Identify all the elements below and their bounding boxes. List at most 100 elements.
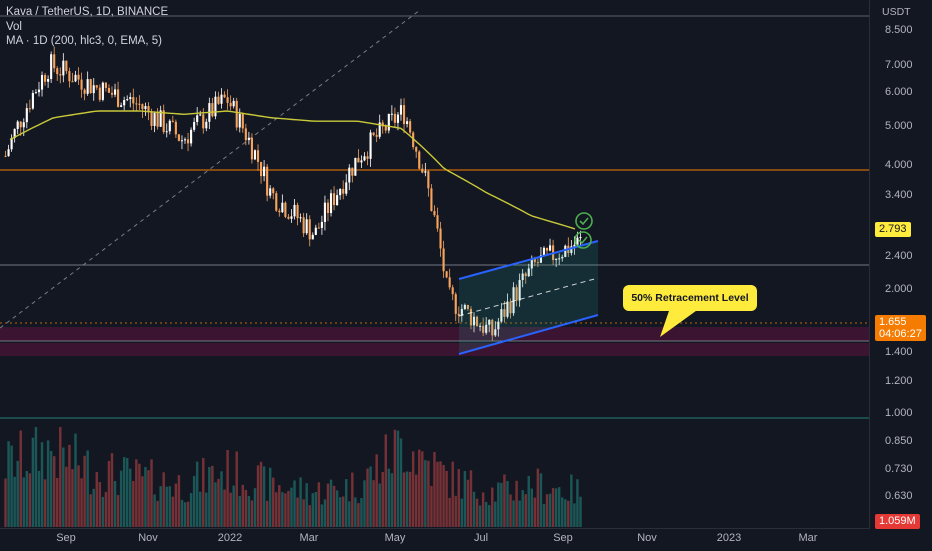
volume-bar bbox=[442, 464, 445, 527]
candle bbox=[533, 259, 536, 263]
volume-bar bbox=[217, 478, 220, 527]
candle bbox=[503, 309, 506, 317]
volume-bar bbox=[241, 484, 245, 527]
volume-value-tag: 1.059M bbox=[875, 514, 920, 529]
time-tick: Nov bbox=[637, 532, 657, 544]
volume-bar bbox=[268, 467, 272, 527]
volume-bar bbox=[104, 491, 108, 527]
candle bbox=[183, 139, 187, 141]
candle bbox=[436, 215, 439, 229]
volume-bar bbox=[451, 461, 454, 527]
candle bbox=[421, 168, 424, 173]
check-circle-icon bbox=[575, 212, 593, 230]
volume-bar bbox=[421, 451, 424, 527]
candle bbox=[576, 237, 579, 245]
volume-bars bbox=[4, 427, 582, 527]
volume-bar bbox=[186, 501, 190, 527]
candle bbox=[548, 245, 552, 251]
candle bbox=[174, 121, 177, 135]
symbol-title[interactable]: Kava / TetherUS, 1D, BINANCE bbox=[6, 6, 169, 18]
volume-bar bbox=[89, 494, 92, 527]
volume-bar bbox=[430, 485, 433, 527]
candle bbox=[333, 193, 336, 206]
volume-bar bbox=[323, 499, 327, 527]
candle bbox=[259, 161, 263, 177]
volume-bar bbox=[317, 482, 321, 527]
candle bbox=[427, 171, 430, 189]
ma-indicator-label[interactable]: MA · 1D (200, hlc3, 0, EMA, 5) bbox=[6, 35, 162, 47]
volume-bar bbox=[478, 505, 482, 527]
volume-bar bbox=[338, 497, 342, 527]
volume-bar bbox=[253, 488, 257, 527]
volume-bar bbox=[414, 474, 418, 527]
candle bbox=[479, 325, 482, 327]
volume-bar bbox=[402, 472, 406, 527]
volume-indicator-label[interactable]: Vol bbox=[6, 20, 22, 33]
volume-bar bbox=[98, 482, 102, 527]
candle bbox=[186, 139, 190, 144]
volume-bar bbox=[503, 474, 506, 527]
volume-bar bbox=[16, 460, 19, 527]
candle bbox=[296, 204, 299, 219]
candle bbox=[104, 82, 107, 88]
volume-bar bbox=[238, 496, 241, 527]
ascending-channel[interactable] bbox=[458, 240, 599, 355]
candle bbox=[263, 166, 266, 177]
candle bbox=[107, 87, 111, 93]
check-circle-icon bbox=[574, 231, 592, 249]
volume-bar bbox=[497, 482, 500, 527]
current-price-value: 1.655 bbox=[879, 316, 907, 328]
candle bbox=[336, 195, 339, 206]
candle bbox=[375, 135, 378, 137]
volume-bar bbox=[162, 472, 165, 527]
candle bbox=[37, 89, 41, 93]
volume-bar bbox=[223, 489, 226, 527]
volume-bar bbox=[110, 453, 114, 527]
candle bbox=[229, 102, 232, 107]
time-tick: Nov bbox=[138, 532, 158, 544]
volume-bar bbox=[56, 477, 59, 527]
time-axis[interactable] bbox=[0, 528, 870, 551]
volume-bar bbox=[351, 472, 354, 527]
candle bbox=[272, 188, 275, 194]
volume-bar bbox=[202, 458, 205, 527]
volume-bar bbox=[433, 451, 436, 527]
volume-bar bbox=[86, 450, 89, 527]
volume-bar bbox=[561, 497, 564, 527]
volume-bar bbox=[101, 496, 105, 527]
candle bbox=[482, 325, 485, 333]
candle bbox=[199, 114, 202, 116]
volume-bar bbox=[290, 487, 293, 527]
candle bbox=[226, 97, 229, 103]
time-tick: Mar bbox=[798, 532, 818, 544]
candle bbox=[141, 104, 144, 110]
candle bbox=[190, 129, 193, 144]
candle bbox=[463, 304, 466, 309]
price-axis[interactable]: USDT 8.500 7.000 6.000 5.000 4.000 3.400… bbox=[869, 0, 932, 529]
volume-bar bbox=[536, 468, 540, 527]
candle bbox=[247, 137, 250, 141]
candle bbox=[366, 156, 369, 159]
volume-bar bbox=[116, 495, 120, 527]
volume-bar bbox=[229, 492, 232, 527]
volume-bar bbox=[49, 450, 53, 527]
candle bbox=[387, 113, 390, 131]
candle bbox=[71, 81, 74, 83]
candle bbox=[196, 115, 199, 122]
volume-bar bbox=[384, 434, 388, 527]
candle bbox=[138, 103, 141, 105]
volume-bar bbox=[341, 496, 345, 527]
volume-bar bbox=[494, 501, 497, 527]
candle bbox=[290, 216, 293, 219]
price-tick: 1.000 bbox=[885, 407, 913, 419]
candle bbox=[488, 319, 491, 325]
volume-bar bbox=[214, 482, 217, 527]
volume-bar bbox=[37, 470, 41, 527]
price-unit-label: USDT bbox=[882, 6, 911, 18]
candle bbox=[117, 89, 120, 107]
volume-bar bbox=[192, 476, 196, 527]
candle bbox=[59, 74, 62, 76]
candle bbox=[415, 147, 418, 152]
retracement-callout[interactable]: 50% Retracement Level bbox=[623, 285, 757, 311]
